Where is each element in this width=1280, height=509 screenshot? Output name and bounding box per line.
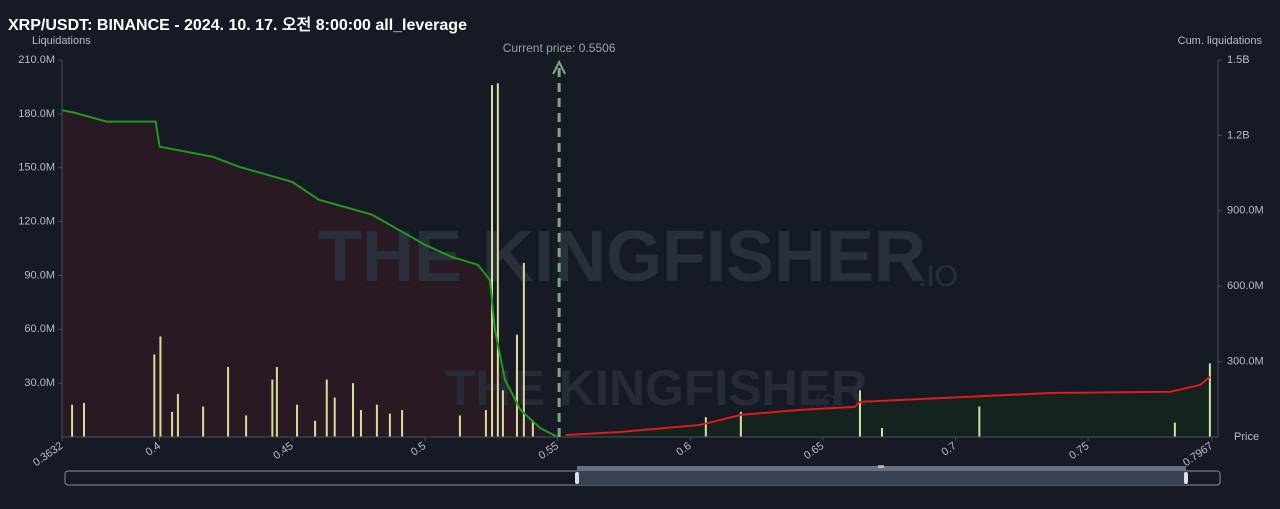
- bar: [271, 379, 274, 437]
- bar: [159, 336, 162, 437]
- bar: [153, 354, 156, 437]
- y-axis-label: Liquidations: [32, 35, 91, 47]
- bar: [202, 406, 205, 437]
- watermark: THE KINGFISHER: [445, 360, 867, 416]
- bar: [1173, 422, 1176, 437]
- bar: [333, 397, 336, 437]
- current-price-arrow: [552, 59, 567, 75]
- y2-tick-label: 600.0M: [1227, 280, 1264, 292]
- area-fill: [565, 376, 1211, 437]
- y2-tick-label: 900.0M: [1227, 205, 1264, 217]
- line: [61, 109, 559, 438]
- watermark: THE KINGFISHER: [318, 217, 926, 297]
- scroll-top-bar[interactable]: [577, 466, 1186, 471]
- bar: [401, 410, 404, 437]
- y-tick-label: 30.0M: [24, 377, 55, 389]
- scrollbar[interactable]: [64, 465, 1221, 486]
- plot: [62, 110, 1211, 438]
- chart-title: XRP/USDT: BINANCE - 2024. 10. 17. 오전 8:0…: [8, 16, 467, 34]
- bar: [325, 379, 328, 437]
- scroll-handle[interactable]: [1184, 472, 1188, 484]
- bar: [245, 415, 248, 437]
- bar: [314, 420, 317, 437]
- y2-tick-label: 1.2B: [1227, 129, 1250, 141]
- bar: [531, 420, 534, 437]
- scroll-thumb[interactable]: [577, 471, 1186, 485]
- bar: [375, 404, 378, 437]
- bar: [458, 415, 461, 437]
- bar: [71, 404, 74, 437]
- bar: [352, 383, 355, 437]
- bar: [704, 417, 707, 437]
- y-tick-label: 180.0M: [18, 108, 55, 120]
- bar: [171, 411, 174, 437]
- y-tick-label: 60.0M: [24, 323, 55, 335]
- current-price-label: Current price: 0.5506: [503, 41, 616, 55]
- x-axis-label: Price: [1234, 431, 1259, 443]
- bar: [176, 393, 179, 437]
- bar: [1208, 363, 1211, 437]
- y2-axis-label: Cum. liquidations: [1178, 35, 1263, 47]
- y-tick-label: 210.0M: [18, 54, 55, 66]
- bar: [227, 366, 230, 437]
- bar: [388, 413, 391, 437]
- y2-tick-label: 300.0M: [1227, 356, 1264, 368]
- bar: [739, 411, 742, 437]
- grip-icon: [878, 465, 884, 468]
- bar: [296, 404, 299, 437]
- bar: [515, 334, 518, 437]
- y2-tick-label: 1.5B: [1227, 54, 1250, 66]
- bar: [858, 390, 861, 437]
- bar: [359, 410, 362, 437]
- y-tick-label: 150.0M: [18, 162, 55, 174]
- bar: [496, 83, 499, 437]
- bar: [484, 410, 487, 437]
- y-tick-label: 90.0M: [24, 269, 55, 281]
- y-tick-label: 120.0M: [18, 215, 55, 227]
- bar: [83, 402, 86, 437]
- bar: [522, 262, 525, 437]
- scroll-handle[interactable]: [575, 472, 579, 484]
- bar: [978, 406, 981, 437]
- bar: [501, 390, 504, 437]
- bar: [880, 428, 883, 437]
- watermark-suffix: .IO: [918, 260, 958, 293]
- line: [565, 375, 1211, 436]
- bar: [275, 366, 278, 437]
- watermarks: THE KINGFISHER .IO THE KINGFISHER .IO: [318, 217, 958, 416]
- series: [61, 83, 1211, 438]
- bar: [491, 85, 494, 437]
- area-fill: [62, 110, 558, 438]
